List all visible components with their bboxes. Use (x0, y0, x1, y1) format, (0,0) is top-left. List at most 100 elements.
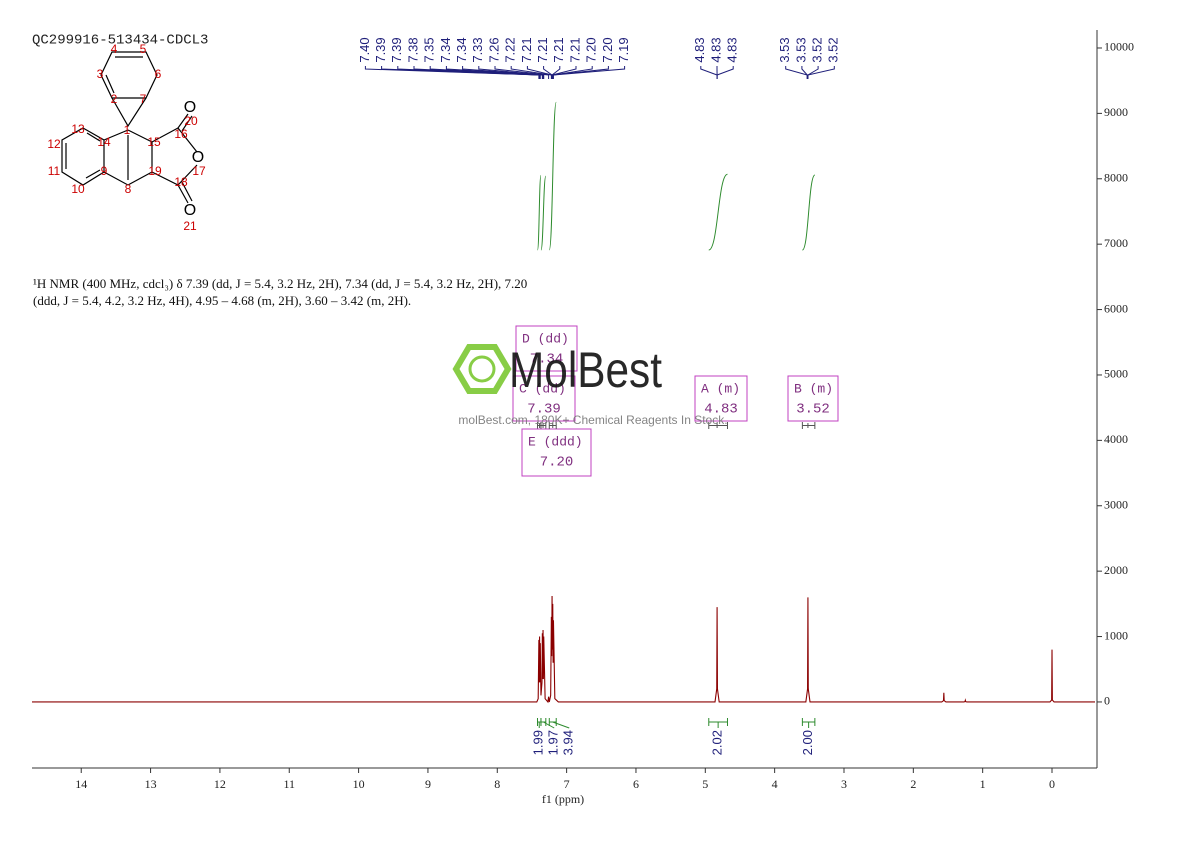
atom-label: 5 (140, 42, 147, 56)
peak-connector (429, 66, 543, 79)
peak-label: 7.21 (519, 37, 534, 62)
x-tick-label: 14 (75, 777, 87, 791)
multiplet-shift: 7.34 (530, 352, 564, 368)
multiplet-name: E (ddd) (528, 434, 583, 449)
multiplet-range (801, 422, 816, 429)
peak-label: 7.22 (503, 37, 518, 62)
peak-label: 7.19 (616, 37, 631, 62)
integral-label: 2.02 (710, 730, 725, 755)
multiplet-shift: 4.83 (704, 402, 738, 418)
y-tick-label: 10000 (1104, 40, 1134, 54)
peak-connector (552, 66, 609, 79)
atom-label: 1 (124, 123, 131, 137)
multiplet-box (694, 375, 748, 422)
x-tick-label: 9 (425, 777, 431, 791)
structure: 4 5 3 6 2 7 1 13 14 12 11 9 10 8 15 16 1… (47, 42, 206, 233)
oxygen-label: O (192, 149, 204, 166)
atom-label: 17 (192, 164, 206, 178)
integral-bracket (540, 718, 547, 726)
atom-label: 15 (147, 135, 161, 149)
oxygen-label: O (184, 202, 196, 219)
multiplet-box (787, 375, 839, 422)
integral-curve (548, 101, 557, 251)
watermark-tagline: molBest.com, 180K+ Chemical Reagents In … (458, 413, 727, 427)
peak-label: 3.52 (810, 37, 825, 62)
multiplet-box (515, 325, 578, 372)
atom-label: 4 (111, 42, 118, 56)
peak-label: 7.39 (373, 37, 388, 62)
peak-label: 7.35 (422, 37, 437, 62)
multiplet-shift: 7.39 (527, 402, 561, 418)
multiplet-box (512, 375, 576, 422)
peak-label: 7.21 (535, 37, 550, 62)
spectrum-line (32, 596, 1095, 704)
x-tick-label: 13 (145, 777, 157, 791)
atom-label: 8 (125, 182, 132, 196)
oxygen-label: O (184, 99, 196, 116)
peak-connector (462, 66, 544, 79)
peak-connector (801, 66, 808, 79)
atom-label: 10 (71, 182, 85, 196)
x-tick-label: 0 (1049, 777, 1055, 791)
atom-label: 20 (184, 114, 198, 128)
integral-curve (537, 174, 542, 251)
peak-connector (551, 66, 577, 79)
integral-label: 1.99 (531, 730, 546, 755)
peak-label: 7.20 (584, 37, 599, 62)
peak-label: 7.33 (470, 37, 485, 62)
y-tick-label: 8000 (1104, 171, 1128, 185)
peak-label: 7.39 (389, 37, 404, 62)
peak-label: 7.34 (438, 37, 453, 62)
x-tick-label: 11 (283, 777, 295, 791)
multiplet-name: A (m) (701, 381, 740, 396)
y-tick-label: 0 (1104, 694, 1110, 708)
atom-label: 19 (148, 164, 162, 178)
atom-label: 21 (183, 219, 197, 233)
atom-label: 9 (101, 164, 108, 178)
atom-label: 18 (174, 175, 188, 189)
integral-curve (801, 174, 816, 251)
y-tick-label: 3000 (1104, 498, 1128, 512)
bonds (61, 97, 198, 204)
integral-label: 1.97 (546, 730, 561, 755)
peak-label: 7.20 (600, 37, 615, 62)
peak-connector (552, 66, 626, 79)
multiplet-range (708, 422, 728, 429)
atom-label: 6 (155, 67, 162, 81)
peak-label: 3.53 (777, 37, 792, 62)
atom-label: 16 (174, 127, 188, 141)
peak-label: 7.26 (486, 37, 501, 62)
logo-ring (468, 355, 496, 383)
integral-connector (552, 721, 570, 729)
x-axis-label: f1 (ppm) (542, 792, 584, 806)
peak-label: 4.83 (692, 37, 707, 62)
y-tick-label: 9000 (1104, 105, 1128, 119)
x-tick-label: 12 (214, 777, 226, 791)
peak-connector (510, 66, 552, 79)
x-tick-label: 3 (841, 777, 847, 791)
multiplet-name: B (m) (794, 381, 833, 396)
y-tick-label: 5000 (1104, 367, 1128, 381)
integral-curve (540, 175, 547, 251)
peak-connector (807, 66, 835, 79)
multiplet-name: D (dd) (522, 331, 569, 346)
peak-label: 7.34 (454, 37, 469, 62)
multiplet-name: C (dd) (519, 381, 566, 396)
peak-connector (494, 66, 550, 79)
peak-label: 7.21 (551, 37, 566, 62)
x-tick-label: 7 (564, 777, 570, 791)
atom-label: 12 (47, 137, 61, 151)
y-tick-label: 2000 (1104, 563, 1128, 577)
x-tick-label: 10 (353, 777, 365, 791)
integral-curve (708, 173, 728, 251)
watermark-brand: MolBest (509, 342, 662, 398)
peak-connector (478, 66, 545, 79)
peak-connector (716, 66, 734, 79)
peak-label: 4.83 (708, 37, 723, 62)
description-line: ¹H NMR (400 MHz, cdcl₃) δ 7.39 (dd, J = … (33, 276, 527, 291)
watermark: MolBest molBest.com, 180K+ Chemical Reage… (452, 342, 728, 427)
atom-label: 2 (111, 92, 118, 106)
peak-label: 7.38 (405, 37, 420, 62)
atom-label: 3 (97, 67, 104, 81)
